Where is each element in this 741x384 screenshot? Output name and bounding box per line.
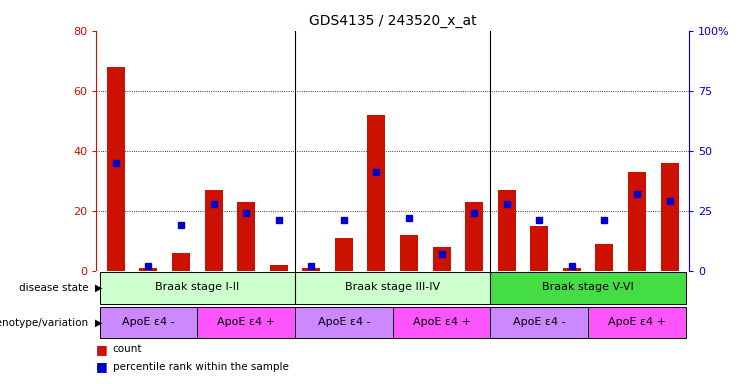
Text: genotype/variation: genotype/variation xyxy=(0,318,89,328)
Bar xyxy=(295,307,393,338)
Bar xyxy=(172,253,190,271)
Bar xyxy=(270,265,288,271)
Bar xyxy=(531,226,548,271)
Bar xyxy=(237,202,255,271)
Bar xyxy=(368,115,385,271)
Bar xyxy=(197,307,295,338)
Bar xyxy=(302,268,320,271)
Text: ApoE ε4 +: ApoE ε4 + xyxy=(413,317,471,327)
Bar xyxy=(139,268,157,271)
Bar xyxy=(491,273,686,303)
Text: ■: ■ xyxy=(96,343,108,356)
Bar xyxy=(563,268,581,271)
Text: Braak stage V-VI: Braak stage V-VI xyxy=(542,282,634,292)
Text: ▶: ▶ xyxy=(95,283,102,293)
Bar xyxy=(661,163,679,271)
Bar xyxy=(465,202,483,271)
Text: ApoE ε4 +: ApoE ε4 + xyxy=(608,317,666,327)
Text: Braak stage I-II: Braak stage I-II xyxy=(155,282,239,292)
Text: ■: ■ xyxy=(96,360,108,373)
Text: percentile rank within the sample: percentile rank within the sample xyxy=(113,362,288,372)
Bar xyxy=(295,273,491,303)
Text: ApoE ε4 -: ApoE ε4 - xyxy=(513,317,565,327)
Text: ▶: ▶ xyxy=(95,318,102,328)
Text: count: count xyxy=(113,344,142,354)
Bar xyxy=(433,247,451,271)
Bar xyxy=(400,235,418,271)
Bar xyxy=(99,273,295,303)
Bar xyxy=(596,244,614,271)
Bar xyxy=(393,307,491,338)
Text: ApoE ε4 -: ApoE ε4 - xyxy=(122,317,175,327)
Bar xyxy=(628,172,646,271)
Bar xyxy=(107,67,124,271)
Text: Braak stage III-IV: Braak stage III-IV xyxy=(345,282,440,292)
Title: GDS4135 / 243520_x_at: GDS4135 / 243520_x_at xyxy=(309,14,476,28)
Text: ApoE ε4 -: ApoE ε4 - xyxy=(318,317,370,327)
Bar xyxy=(491,307,588,338)
Bar xyxy=(205,190,222,271)
Bar xyxy=(588,307,686,338)
Bar xyxy=(335,238,353,271)
Bar xyxy=(498,190,516,271)
Text: ApoE ε4 +: ApoE ε4 + xyxy=(217,317,275,327)
Bar xyxy=(99,307,197,338)
Text: disease state: disease state xyxy=(19,283,89,293)
